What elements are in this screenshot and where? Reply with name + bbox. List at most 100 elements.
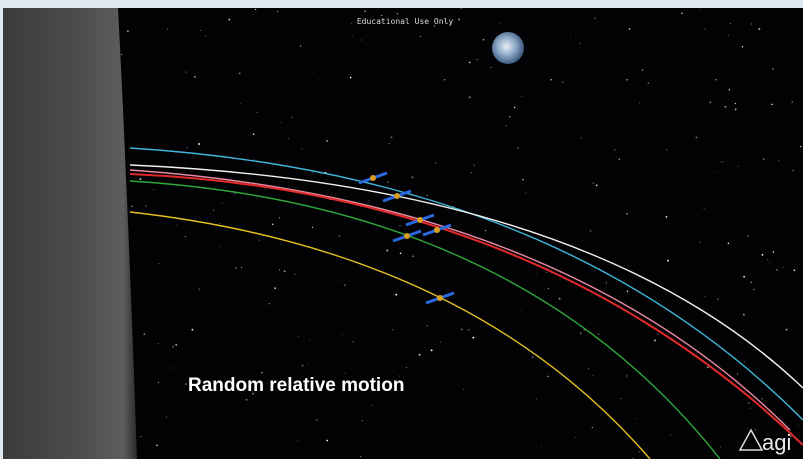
star: [257, 112, 258, 113]
star: [773, 251, 774, 252]
star: [362, 420, 363, 421]
star: [729, 89, 730, 90]
star: [420, 36, 421, 37]
star: [783, 267, 784, 268]
star: [419, 354, 421, 356]
star: [326, 140, 328, 142]
star: [127, 30, 129, 32]
star: [272, 223, 274, 225]
star: [192, 329, 194, 331]
star: [469, 62, 471, 64]
star: [298, 336, 299, 337]
star: [369, 200, 370, 201]
star: [234, 193, 236, 195]
star: [525, 192, 526, 193]
star: [778, 160, 779, 161]
star: [590, 230, 592, 232]
moon-surface: [0, 8, 137, 459]
star: [793, 141, 794, 142]
star: [521, 310, 522, 311]
star: [562, 81, 563, 82]
star: [724, 106, 726, 108]
star: [186, 71, 187, 72]
star: [728, 243, 729, 244]
star: [463, 389, 464, 390]
star: [427, 195, 428, 196]
star: [598, 333, 600, 335]
star: [240, 103, 241, 104]
satellite-body: [417, 217, 423, 223]
star: [592, 375, 593, 376]
star: [352, 36, 353, 37]
star: [606, 282, 607, 283]
star: [626, 213, 628, 215]
star: [288, 138, 289, 139]
star: [143, 333, 145, 335]
star: [626, 79, 628, 81]
star: [312, 227, 313, 228]
star: [342, 335, 343, 336]
star: [704, 28, 705, 29]
star: [277, 11, 278, 12]
star: [386, 250, 388, 252]
star: [758, 28, 760, 30]
star: [483, 39, 485, 41]
star: [441, 273, 442, 274]
star: [750, 282, 751, 283]
star: [667, 260, 669, 262]
star: [798, 425, 799, 426]
star: [717, 172, 718, 173]
star: [198, 143, 200, 145]
star: [550, 79, 551, 80]
star: [213, 210, 215, 212]
star: [360, 456, 361, 457]
star: [681, 12, 683, 14]
star: [381, 15, 382, 16]
star: [220, 223, 221, 224]
star: [704, 296, 705, 297]
star: [199, 288, 200, 289]
star: [167, 28, 168, 29]
star: [596, 185, 598, 187]
star: [274, 287, 276, 289]
caption: Random relative motion: [188, 375, 404, 396]
star: [477, 59, 478, 60]
star: [715, 79, 716, 80]
star: [228, 19, 230, 21]
star: [282, 244, 283, 245]
star: [166, 417, 167, 418]
star: [339, 235, 340, 236]
star: [514, 107, 515, 108]
star: [767, 259, 768, 260]
star: [546, 272, 547, 273]
star: [654, 339, 656, 341]
star: [232, 240, 233, 241]
star: [440, 342, 441, 343]
star: [559, 298, 561, 300]
star: [786, 329, 788, 331]
star: [506, 125, 507, 126]
star: [666, 216, 668, 218]
star: [145, 205, 146, 206]
star: [139, 178, 141, 180]
star: [557, 37, 558, 38]
star: [175, 344, 177, 346]
star: [534, 256, 535, 257]
3d-view: Educational Use Only Random relative mot…: [0, 0, 803, 459]
star: [219, 247, 220, 248]
star: [253, 133, 255, 135]
star: [728, 35, 729, 36]
star: [185, 383, 187, 385]
star: [626, 375, 627, 376]
star: [187, 147, 188, 148]
star: [239, 73, 240, 74]
star: [269, 303, 270, 304]
star: [235, 267, 237, 269]
star: [579, 43, 581, 45]
satellite-body: [437, 295, 443, 301]
star: [744, 361, 745, 362]
window-frame-left: [0, 0, 3, 459]
star: [431, 349, 433, 351]
star: [588, 368, 589, 369]
star: [522, 179, 524, 181]
